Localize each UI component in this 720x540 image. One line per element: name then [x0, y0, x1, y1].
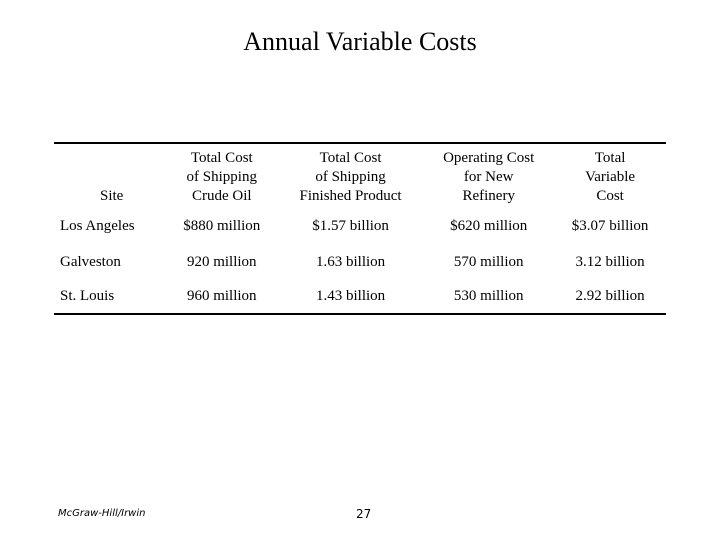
- site-cell: St. Louis: [60, 288, 115, 304]
- table-row: St. Louis 960 million 1.43 billion 530 m…: [54, 280, 666, 314]
- header-product-shipping: Total Cost of Shipping Finished Product: [299, 150, 402, 204]
- header-total-cost: Total Variable Cost: [585, 150, 636, 204]
- crude-shipping-cell: $880 million: [183, 217, 261, 234]
- total-cost-cell: 2.92 billion: [575, 288, 645, 304]
- site-cell: Galveston: [60, 253, 121, 270]
- page-number: 27: [356, 507, 372, 521]
- operating-cost-cell: 570 million: [453, 253, 524, 270]
- product-shipping-cell: 1.43 billion: [315, 288, 386, 304]
- header-crude-shipping: Total Cost of Shipping Crude Oil: [186, 150, 257, 204]
- variable-costs-table: Site Total Cost of Shipping Crude Oil To…: [54, 142, 666, 315]
- product-shipping-cell: $1.57 billion: [312, 217, 389, 234]
- crude-shipping-cell: 920 million: [186, 253, 257, 270]
- table-header-row: Site Total Cost of Shipping Crude Oil To…: [54, 143, 666, 208]
- header-site: Site: [100, 188, 124, 204]
- table-row: Galveston 920 million 1.63 billion 570 m…: [54, 244, 666, 280]
- crude-shipping-cell: 960 million: [186, 288, 257, 304]
- header-operating-cost: Operating Cost for New Refinery: [443, 150, 535, 204]
- product-shipping-cell: 1.63 billion: [315, 253, 386, 270]
- table-row: Los Angeles $880 million $1.57 billion $…: [54, 208, 666, 244]
- slide-title: Annual Variable Costs: [243, 27, 477, 56]
- total-cost-cell: 3.12 billion: [575, 253, 645, 270]
- operating-cost-cell: $620 million: [450, 217, 528, 234]
- total-cost-cell: $3.07 billion: [571, 217, 649, 234]
- operating-cost-cell: 530 million: [453, 288, 524, 304]
- site-cell: Los Angeles: [60, 217, 135, 234]
- publisher-footer: McGraw-Hill/Irwin: [58, 508, 146, 519]
